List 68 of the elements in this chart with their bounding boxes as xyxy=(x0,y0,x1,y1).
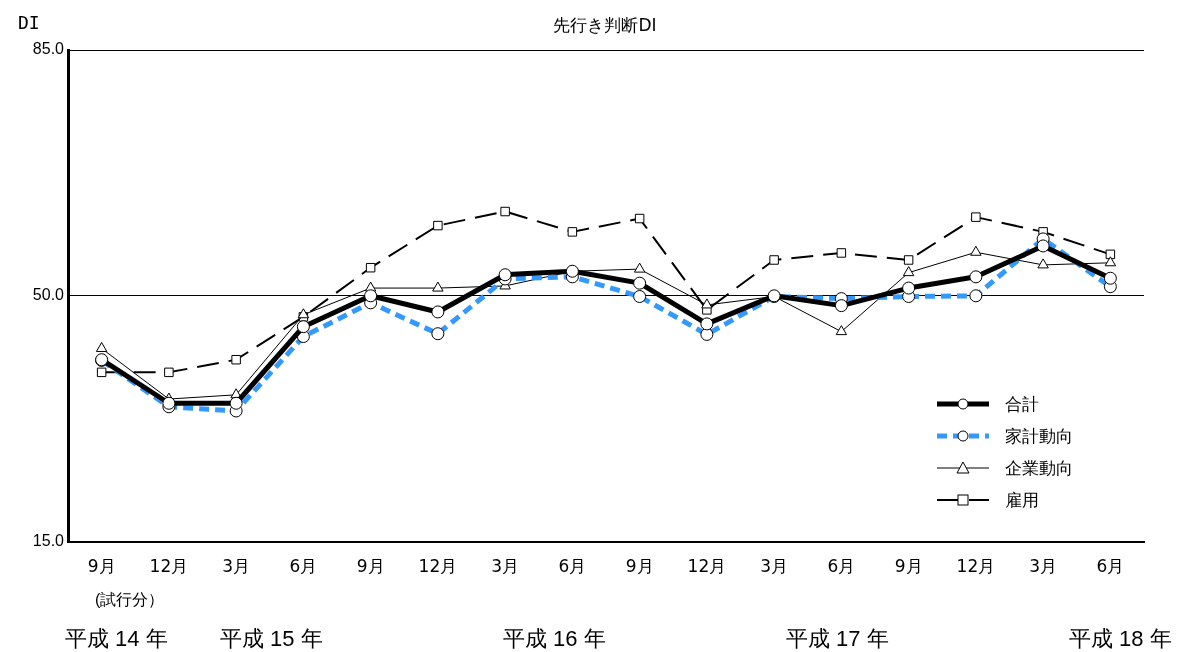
x-tick-label: 12月 xyxy=(956,556,996,577)
text: 平成 18 年 xyxy=(1069,625,1172,652)
text: (試行分） xyxy=(95,590,165,610)
point xyxy=(902,266,915,277)
point xyxy=(836,248,847,258)
text: 平成 15 年 xyxy=(220,625,323,652)
point xyxy=(903,255,914,265)
y-axis-title: DI xyxy=(18,12,40,33)
legend-label: 企業動向 xyxy=(1005,456,1073,480)
x-tick-label: 6月 xyxy=(1096,556,1125,577)
x-tick-label: 9月 xyxy=(625,556,654,577)
point xyxy=(769,255,779,265)
x-tick-label: 12月 xyxy=(687,556,727,577)
point xyxy=(701,298,713,309)
point xyxy=(902,281,916,295)
point xyxy=(95,341,108,352)
point xyxy=(700,317,714,331)
point xyxy=(364,289,378,303)
point xyxy=(432,281,444,292)
x-tick-label: 6月 xyxy=(827,556,856,577)
chart-title: 先行き判断DI xyxy=(553,15,657,35)
x-tick-label: 6月 xyxy=(558,556,587,577)
x-tick-label: 9月 xyxy=(87,556,116,577)
point xyxy=(95,353,109,367)
text: 平成 16 年 xyxy=(503,625,606,652)
point xyxy=(633,276,647,290)
y-tick-label: 85.0 xyxy=(32,40,65,58)
point xyxy=(834,299,848,313)
legend-label: 家計動向 xyxy=(1005,424,1073,448)
point xyxy=(164,367,174,378)
x-tick-label: 9月 xyxy=(894,556,923,577)
point xyxy=(365,262,376,273)
point xyxy=(567,227,578,237)
text: 平成 14 年 xyxy=(65,625,168,652)
point xyxy=(969,270,983,284)
point xyxy=(633,262,646,273)
point xyxy=(1036,239,1050,253)
point xyxy=(231,354,241,365)
point xyxy=(1103,271,1117,285)
text: 平成 17 年 xyxy=(786,625,889,652)
y-tick-label: 15.0 xyxy=(32,532,65,550)
x-tick-label: 6月 xyxy=(289,556,318,577)
point xyxy=(498,268,512,282)
point xyxy=(297,308,310,319)
point xyxy=(970,245,982,256)
x-tick-label: 3月 xyxy=(222,556,251,577)
point xyxy=(971,212,981,222)
point xyxy=(431,305,445,319)
x-tick-label: 9月 xyxy=(356,556,385,577)
x-tick-label: 3月 xyxy=(760,556,789,577)
point xyxy=(634,213,645,224)
x-tick-label: 3月 xyxy=(1029,556,1058,577)
point xyxy=(433,220,443,231)
point xyxy=(835,325,848,336)
x-tick-label: 12月 xyxy=(418,556,458,577)
point xyxy=(229,396,243,410)
y-tick-label: 50.0 xyxy=(32,286,65,304)
point xyxy=(96,367,107,378)
legend-label: 雇用 xyxy=(1005,488,1039,512)
point xyxy=(296,320,310,334)
point xyxy=(500,206,510,217)
point xyxy=(1104,256,1117,267)
x-tick-label: 12月 xyxy=(149,556,189,577)
point xyxy=(1037,258,1049,269)
legend-label: 合計 xyxy=(1005,392,1039,416)
point xyxy=(1105,249,1116,260)
x-tick-label: 3月 xyxy=(491,556,520,577)
point xyxy=(162,396,176,410)
